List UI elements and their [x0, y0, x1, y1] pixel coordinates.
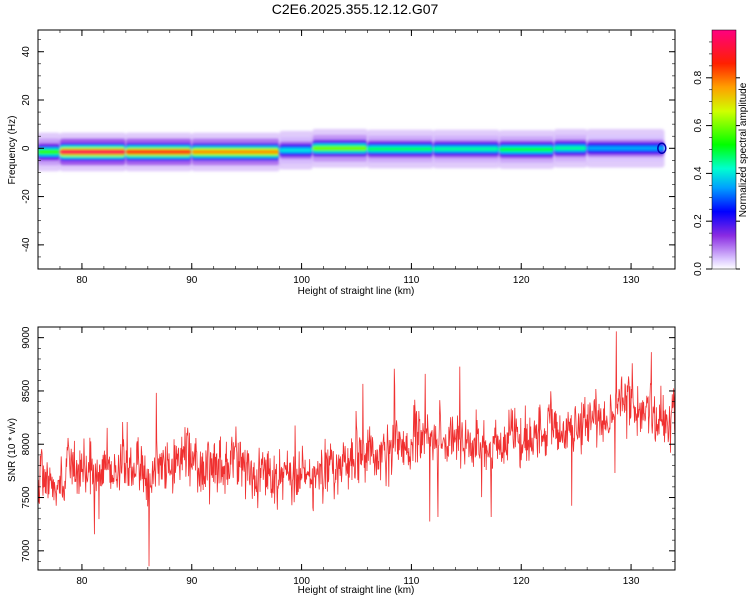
spectrogram-chart: 80 90 100 110 120 130 -40 -20 0 20 40 Height of s…	[7, 29, 676, 297]
snr-x-tick-label: 130	[623, 576, 640, 587]
snr-x-tick-label: 90	[186, 576, 198, 587]
spectrogram-y-tick-label: 0	[21, 145, 32, 151]
snr-x-tick-label: 100	[293, 576, 310, 587]
colorbar-tick-label: 0.6	[693, 118, 704, 132]
spectrogram-segment	[38, 132, 61, 172]
snr-frame	[37, 326, 676, 571]
spectrogram-segment	[553, 128, 588, 168]
snr-x-label: Height of straight line (km)	[298, 585, 415, 596]
colorbar-label: Normalized spectral amplitude	[738, 82, 749, 217]
spectrogram-frame	[37, 29, 676, 270]
snr-y-tick-label: 7500	[21, 486, 32, 509]
snr-y-tick-label: 7000	[21, 539, 32, 562]
snr-y-tick-label: 8000	[21, 433, 32, 456]
snr-x-tick-label: 80	[76, 576, 88, 587]
spectrogram-segment	[498, 130, 555, 169]
colorbar-tick-label: 0.8	[693, 70, 704, 84]
colorbar: 0.0 0.2 0.4 0.6 0.8 Normalized spectral ampl…	[693, 29, 749, 276]
figure-title: C2E6.2025.355.12.12.G07	[272, 1, 439, 17]
snr-x-tick-label: 120	[513, 576, 530, 587]
colorbar-ticks: 0.0 0.2 0.4 0.6 0.8	[693, 41, 740, 276]
snr-series-line	[38, 331, 675, 567]
spectrogram-x-tick-label: 80	[76, 275, 88, 286]
spectrogram-y-tick-label: 20	[21, 94, 32, 106]
snr-y-tick-label: 9000	[21, 326, 32, 349]
colorbar-tick-label: 0.2	[693, 214, 704, 228]
spectrogram-y-tick-label: 40	[21, 46, 32, 58]
snr-plot-area	[38, 327, 675, 570]
spectrogram-x-tick-label: 100	[293, 275, 310, 286]
snr-y-ticks: 7000 7500 8000 8500 9000	[21, 326, 675, 562]
spectrogram-segment	[586, 128, 665, 168]
spectrogram-segment	[125, 132, 193, 172]
spectrogram-x-tick-label: 90	[186, 275, 198, 286]
spectrogram-y-tick-label: -40	[21, 237, 32, 252]
snr-y-label: SNR (10 * v/v)	[7, 418, 18, 482]
spectrogram-x-tick-label: 120	[513, 275, 530, 286]
colorbar-gradient	[712, 30, 736, 269]
spectrogram-ridge	[38, 128, 667, 172]
spectrogram-segment	[432, 129, 500, 169]
snr-x-tick-label: 110	[403, 576, 419, 587]
spectrogram-segment	[191, 132, 281, 172]
spectrogram-segment	[279, 130, 314, 170]
spectrogram-x-tick-label: 110	[403, 275, 419, 286]
spectrogram-y-label: Frequency (Hz)	[7, 116, 18, 185]
colorbar-tick-label: 0.0	[693, 262, 704, 276]
colorbar-tick-label: 0.4	[693, 166, 704, 180]
snr-y-tick-label: 8500	[21, 379, 32, 402]
spectrogram-end-cap	[657, 142, 667, 155]
spectrogram-x-label: Height of straight line (km)	[298, 286, 415, 297]
spectrogram-segment	[59, 132, 127, 172]
snr-chart: 80 90 100 110 120 130 7000 7500 8000 8500 9000 He…	[7, 326, 676, 596]
spectrogram-y-tick-label: -20	[21, 189, 32, 204]
spectrogram-segment	[312, 128, 368, 168]
spectrogram-segment	[366, 129, 434, 169]
spectrogram-x-tick-label: 130	[623, 275, 640, 286]
